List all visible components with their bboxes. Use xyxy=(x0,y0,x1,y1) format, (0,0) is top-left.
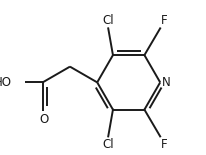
Text: F: F xyxy=(161,14,168,27)
Text: Cl: Cl xyxy=(102,138,114,151)
Text: HO: HO xyxy=(0,76,11,89)
Text: O: O xyxy=(39,113,48,126)
Text: F: F xyxy=(161,138,168,151)
Text: N: N xyxy=(162,76,171,89)
Text: Cl: Cl xyxy=(102,14,114,27)
